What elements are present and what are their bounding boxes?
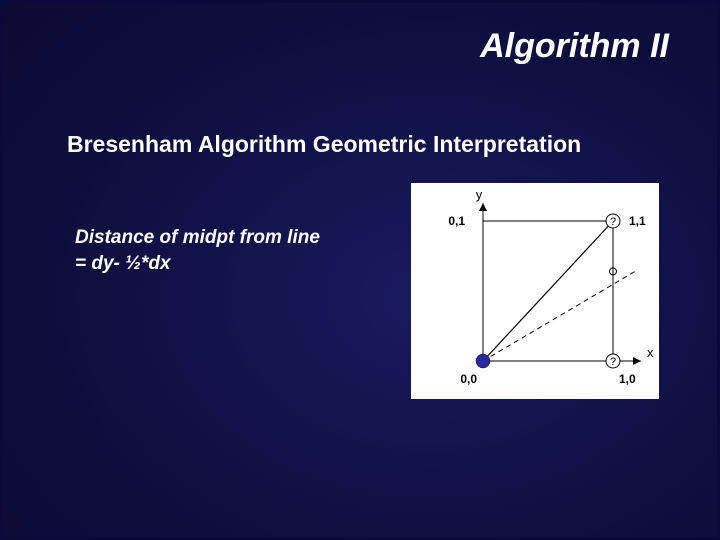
x-axis-label: x [647,345,654,360]
body-line-1: Distance of midpt from line [75,225,375,251]
corner-label-2: 1,0 [619,372,636,386]
diagram-container: x y?? 0,0 0,1 1,0 1,1 [411,183,659,399]
body-text: Distance of midpt from line = dy- ½*dx [75,225,375,276]
corner-label-1: 0,1 [448,214,465,228]
slide-title: Algorithm II [480,27,669,66]
slide-subtitle: Bresenham Algorithm Geometric Interpreta… [67,131,581,158]
y-axis-label: y [476,187,483,202]
corner-label-0: 0,0 [460,372,477,386]
slide: Algorithm II Bresenham Algorithm Geometr… [3,3,717,537]
candidate-line-upper [483,221,613,361]
corner-label-3: 1,1 [629,214,646,228]
candidate-q-1: ? [610,356,616,368]
bresenham-diagram: x y?? 0,0 0,1 1,0 1,1 [411,183,659,399]
origin-marker [476,354,490,368]
x-axis-arrow [633,357,641,365]
candidate-q-0: ? [610,216,616,228]
y-axis-arrow [479,203,487,211]
body-line-2: = dy- ½*dx [75,251,375,277]
true-line-dashed [483,271,635,361]
